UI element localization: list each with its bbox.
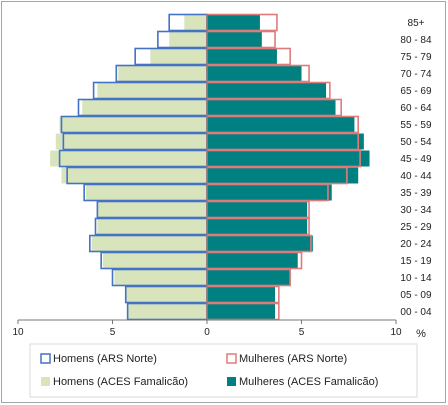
- legend-swatch-homens-ars-norte: [40, 353, 51, 364]
- age-label-60-64: 60 - 64: [400, 103, 432, 114]
- age-label-75-79: 75 - 79: [400, 52, 432, 63]
- x-tick-label: 10: [390, 327, 402, 338]
- age-label-10-14: 10 - 14: [400, 273, 432, 284]
- bar-homens-aces-famalic-o-85: [184, 14, 207, 31]
- legend-label-homens-aces-famalic-o: Homens (ACES Famalicão): [53, 376, 188, 388]
- legend-label-mulheres-aces-famalic-o: Mulheres (ACES Famalicão): [239, 376, 378, 388]
- bar-mulheres-aces-famalic-o-00-04: [207, 303, 276, 320]
- bar-mulheres-aces-famalic-o-55-59: [207, 116, 355, 133]
- age-label-00-04: 00 - 04: [400, 307, 432, 318]
- legend: Homens (ARS Norte) Mulheres (ARS Norte) Ho…: [29, 343, 418, 398]
- legend-label-mulheres-ars-norte: Mulheres (ARS Norte): [239, 353, 347, 365]
- bar-mulheres-aces-famalic-o-20-24: [207, 235, 313, 252]
- x-tick-label: 5: [299, 327, 305, 338]
- bar-homens-aces-famalic-o-55-59: [59, 116, 207, 133]
- age-label-65-69: 65 - 69: [400, 86, 432, 97]
- bar-mulheres-aces-famalic-o-05-09: [207, 286, 276, 303]
- bar-mulheres-aces-famalic-o-25-29: [207, 218, 308, 235]
- bar-mulheres-aces-famalic-o-40-44: [207, 167, 359, 184]
- age-label-80-84: 80 - 84: [400, 35, 432, 46]
- age-label-35-39: 35 - 39: [400, 188, 432, 199]
- bar-homens-aces-famalic-o-60-64: [82, 99, 207, 116]
- x-axis-label: %: [416, 328, 426, 340]
- bar-homens-aces-famalic-o-10-14: [114, 269, 207, 286]
- bar-homens-aces-famalic-o-75-79: [150, 48, 207, 65]
- bar-homens-aces-famalic-o-50-54: [55, 133, 207, 150]
- bar-homens-aces-famalic-o-40-44: [61, 167, 207, 184]
- legend-swatch-homens-aces-famalic-o: [41, 377, 50, 386]
- bar-homens-aces-famalic-o-80-84: [169, 31, 207, 48]
- bar-homens-aces-famalic-o-20-24: [91, 235, 207, 252]
- bar-mulheres-aces-famalic-o-65-69: [207, 82, 327, 99]
- bar-mulheres-aces-famalic-o-80-84: [207, 31, 262, 48]
- bar-mulheres-aces-famalic-o-85: [207, 14, 260, 31]
- age-label-25-29: 25 - 29: [400, 222, 432, 233]
- legend-box: [29, 343, 418, 398]
- legend-label-homens-ars-norte: Homens (ARS Norte): [53, 353, 157, 365]
- age-label-05-09: 05 - 09: [400, 290, 432, 301]
- bar-mulheres-aces-famalic-o-15-19: [207, 252, 298, 269]
- age-label-85: 85+: [408, 18, 425, 29]
- bar-mulheres-aces-famalic-o-45-49: [207, 150, 370, 167]
- age-label-70-74: 70 - 74: [400, 69, 432, 80]
- bar-mulheres-aces-famalic-o-35-39: [207, 184, 332, 201]
- age-group-axis: 00 - 04 05 - 09 10 - 14 15 - 19 20 - 24 25 - …: [400, 18, 432, 318]
- age-label-20-24: 20 - 24: [400, 239, 432, 250]
- plot-area: [50, 13, 370, 321]
- age-label-50-54: 50 - 54: [400, 137, 432, 148]
- age-label-45-49: 45 - 49: [400, 154, 432, 165]
- bar-homens-aces-famalic-o-05-09: [125, 286, 207, 303]
- bar-homens-aces-famalic-o-45-49: [50, 150, 207, 167]
- x-tick-label: 10: [12, 327, 24, 338]
- bar-homens-aces-famalic-o-65-69: [97, 82, 207, 99]
- legend-swatch-mulheres-ars-norte: [226, 353, 237, 364]
- x-tick-label: 0: [204, 327, 210, 338]
- bar-mulheres-aces-famalic-o-30-34: [207, 201, 308, 218]
- bar-mulheres-aces-famalic-o-75-79: [207, 48, 277, 65]
- age-label-55-59: 55 - 59: [400, 120, 432, 131]
- bar-mulheres-aces-famalic-o-60-64: [207, 99, 336, 116]
- age-label-15-19: 15 - 19: [400, 256, 432, 267]
- bar-homens-aces-famalic-o-70-74: [118, 65, 207, 82]
- bar-homens-aces-famalic-o-30-34: [97, 201, 207, 218]
- x-tick-label: 5: [110, 327, 116, 338]
- legend-swatch-mulheres-aces-famalic-o: [227, 377, 236, 386]
- bar-mulheres-aces-famalic-o-10-14: [207, 269, 291, 286]
- bar-mulheres-aces-famalic-o-70-74: [207, 65, 302, 82]
- bar-homens-aces-famalic-o-35-39: [86, 184, 207, 201]
- age-label-40-44: 40 - 44: [400, 171, 432, 182]
- bar-homens-aces-famalic-o-00-04: [127, 303, 207, 320]
- bar-homens-aces-famalic-o-15-19: [103, 252, 207, 269]
- percent-axis: % 10 5 0 5 10: [12, 319, 426, 340]
- bar-mulheres-aces-famalic-o-50-54: [207, 133, 364, 150]
- bar-homens-aces-famalic-o-25-29: [97, 218, 207, 235]
- age-label-30-34: 30 - 34: [400, 205, 432, 216]
